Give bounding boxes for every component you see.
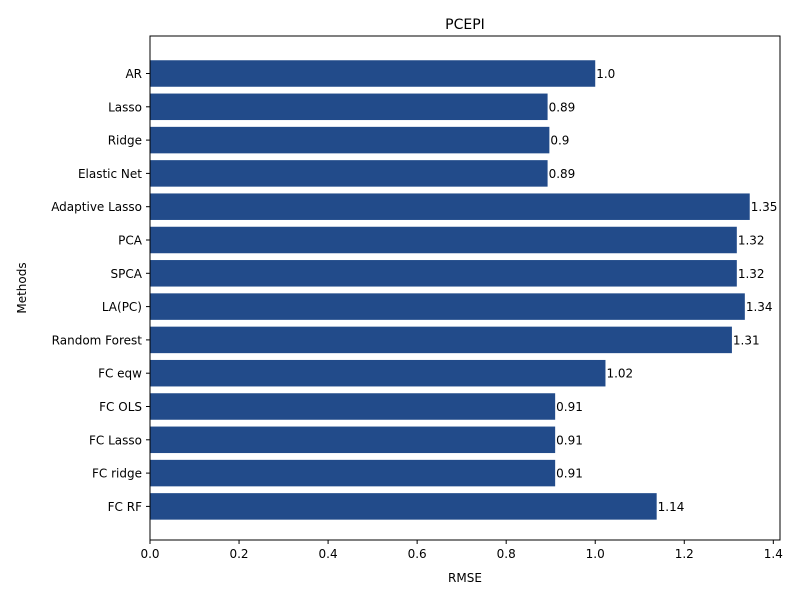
bar	[150, 426, 556, 454]
x-axis-label: RMSE	[448, 571, 482, 585]
data-label: 0.91	[556, 433, 583, 447]
data-label: 1.14	[658, 500, 685, 514]
y-axis-label: Methods	[15, 262, 29, 313]
bar	[150, 293, 745, 320]
x-tick-label: 0.4	[319, 547, 338, 561]
x-ticks-layer: 0.0 0.2 0.4 0.6 0.8 1.0 1.2 1.4	[140, 540, 783, 561]
y-tick-label: FC ridge	[92, 467, 142, 481]
bar	[150, 393, 556, 420]
data-label: 0.89	[549, 167, 576, 181]
x-tick-label: 1.2	[675, 547, 694, 561]
data-label: 1.0	[596, 67, 615, 81]
x-tick-label: 0.6	[408, 547, 427, 561]
bar	[150, 260, 737, 287]
bar	[150, 93, 548, 121]
data-label: 1.32	[738, 267, 765, 281]
y-tick-label: LA(PC)	[102, 300, 142, 314]
y-tick-label: Lasso	[108, 100, 142, 114]
y-tick-label: Adaptive Lasso	[51, 200, 142, 214]
x-tick-label: 1.0	[586, 547, 605, 561]
bar	[150, 126, 550, 154]
bar	[150, 493, 657, 520]
data-label: 1.35	[751, 200, 778, 214]
y-tick-label: FC eqw	[98, 367, 142, 381]
bar	[150, 160, 548, 187]
y-tick-label: PCA	[118, 234, 143, 248]
x-tick-label: 0.8	[497, 547, 516, 561]
data-label: 1.02	[606, 367, 633, 381]
data-label: 1.31	[733, 333, 760, 347]
bar	[150, 60, 596, 87]
plot-frame	[149, 35, 781, 541]
x-tick-label: 0.2	[229, 547, 248, 561]
y-ticks-layer: AR Lasso Ridge Elastic Net Adaptive Lasso PCA…	[51, 67, 150, 514]
data-label: 0.9	[550, 134, 569, 148]
bar	[150, 359, 606, 387]
data-label: 1.34	[746, 300, 773, 314]
x-tick-label: 1.4	[764, 547, 783, 561]
data-label: 0.91	[556, 467, 583, 481]
data-labels-layer: 1.0 0.89 0.9 0.89 1.35 1.32 1.32 1.34 1.31 1.02 0.…	[549, 67, 778, 514]
chart-title: PCEPI	[445, 17, 485, 33]
bar	[150, 193, 750, 220]
y-tick-label: Ridge	[108, 134, 142, 148]
bar	[150, 459, 556, 487]
y-tick-label: Random Forest	[52, 333, 143, 347]
bars-layer	[150, 60, 750, 520]
bar	[150, 226, 737, 254]
y-tick-label: FC RF	[108, 500, 142, 514]
y-tick-label: SPCA	[111, 267, 143, 281]
data-label: 1.32	[738, 234, 765, 248]
bar	[150, 326, 732, 354]
y-tick-label: Elastic Net	[78, 167, 142, 181]
x-tick-label: 0.0	[140, 547, 159, 561]
y-tick-label: AR	[125, 67, 142, 81]
y-tick-label: FC Lasso	[89, 433, 142, 447]
data-label: 0.91	[556, 400, 583, 414]
data-label: 0.89	[549, 100, 576, 114]
y-tick-label: FC OLS	[99, 400, 142, 414]
